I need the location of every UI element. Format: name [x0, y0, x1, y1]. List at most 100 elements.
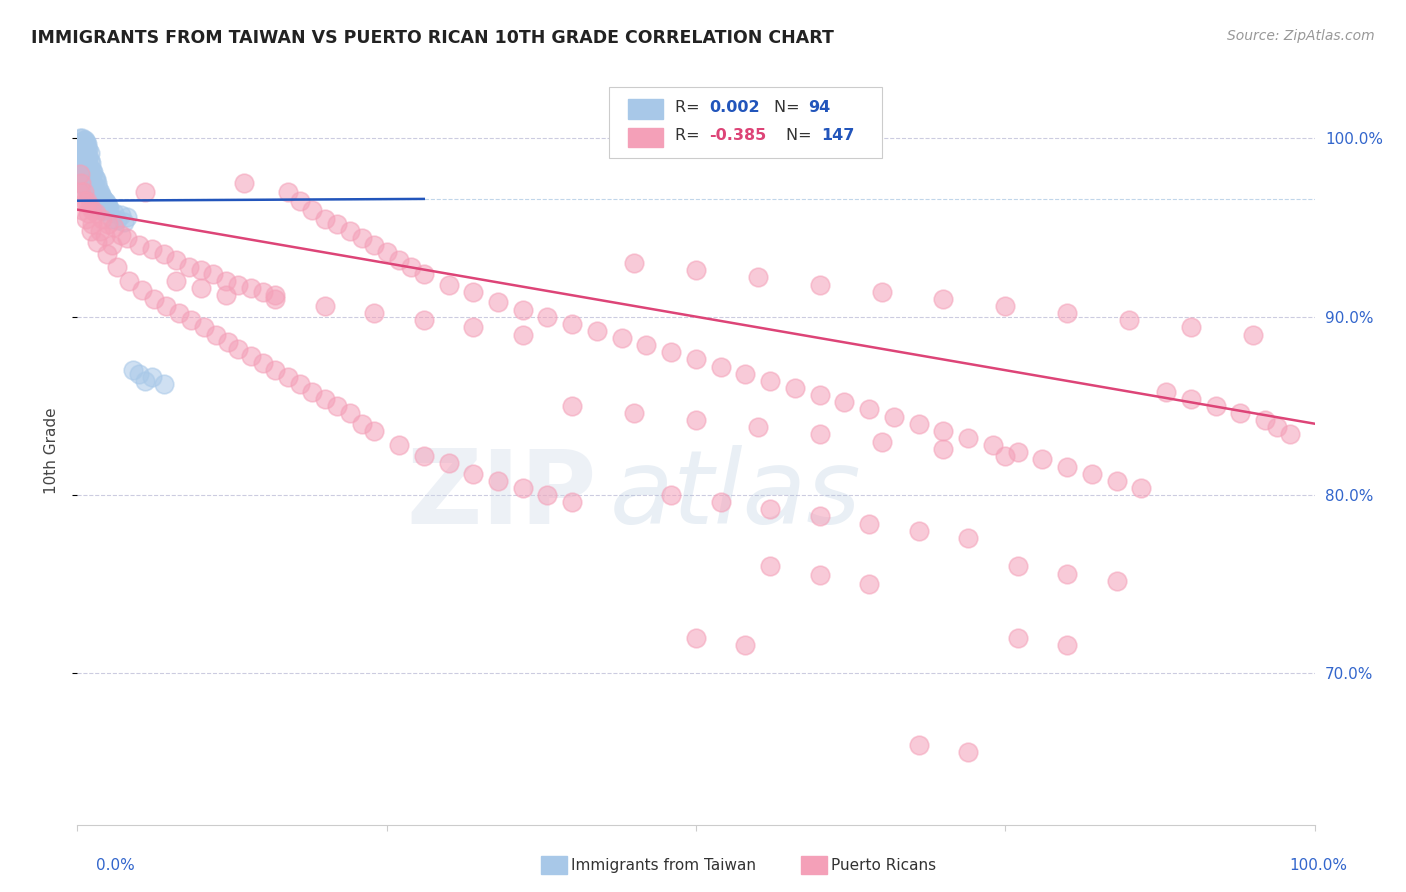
Point — [1056, 638, 1078, 652]
Point — [97, 217, 120, 231]
Point — [981, 438, 1004, 452]
Point — [75, 211, 97, 226]
Point — [70, 185, 93, 199]
Point — [82, 188, 104, 202]
Point — [202, 267, 225, 281]
Point — [375, 245, 398, 260]
Point — [463, 467, 485, 481]
Text: N=: N= — [786, 128, 817, 144]
Point — [72, 185, 94, 199]
Point — [76, 161, 98, 176]
Point — [122, 363, 145, 377]
Text: 0.002: 0.002 — [710, 100, 761, 115]
Point — [339, 406, 361, 420]
Point — [326, 217, 349, 231]
Point — [83, 170, 105, 185]
Point — [75, 135, 97, 149]
Text: -0.385: -0.385 — [710, 128, 766, 144]
Point — [82, 165, 104, 179]
Point — [907, 524, 929, 538]
Point — [165, 252, 187, 267]
Point — [79, 199, 101, 213]
Point — [75, 169, 97, 183]
Point — [512, 327, 534, 342]
Point — [75, 158, 97, 172]
Point — [561, 317, 583, 331]
Point — [141, 370, 163, 384]
Point — [76, 153, 98, 167]
Point — [73, 194, 96, 208]
Point — [561, 399, 583, 413]
Point — [80, 167, 103, 181]
Point — [734, 367, 756, 381]
Point — [83, 197, 105, 211]
Point — [90, 202, 112, 217]
Point — [463, 285, 485, 299]
Point — [215, 274, 238, 288]
Point — [76, 136, 98, 151]
Point — [72, 138, 94, 153]
Point — [128, 238, 150, 252]
Point — [72, 145, 94, 160]
Point — [87, 195, 110, 210]
Point — [1180, 320, 1202, 334]
Point — [96, 197, 118, 211]
Point — [907, 738, 929, 752]
Point — [759, 559, 782, 574]
Point — [131, 283, 153, 297]
Text: 94: 94 — [808, 100, 831, 115]
Point — [685, 631, 707, 645]
Point — [994, 299, 1017, 313]
Text: atlas: atlas — [609, 445, 860, 545]
Point — [623, 406, 645, 420]
Point — [86, 235, 108, 249]
Point — [350, 231, 373, 245]
Point — [93, 194, 115, 208]
Point — [363, 306, 385, 320]
Point — [858, 402, 880, 417]
Point — [72, 147, 94, 161]
Point — [437, 456, 460, 470]
Point — [70, 135, 93, 149]
Point — [72, 154, 94, 169]
Point — [205, 327, 228, 342]
Point — [957, 431, 980, 445]
Point — [1180, 392, 1202, 406]
Point — [115, 210, 138, 224]
Point — [314, 392, 336, 406]
Point — [70, 149, 93, 163]
Point — [288, 377, 311, 392]
Text: 0.0%: 0.0% — [96, 858, 135, 872]
Point — [870, 434, 893, 449]
Point — [69, 131, 91, 145]
Point — [91, 190, 114, 204]
Point — [77, 183, 100, 197]
Point — [277, 185, 299, 199]
Point — [141, 242, 163, 256]
Point — [264, 288, 287, 302]
Text: N=: N= — [773, 100, 804, 115]
Point — [710, 495, 733, 509]
Point — [659, 488, 682, 502]
Point — [264, 292, 287, 306]
Point — [110, 208, 132, 222]
Point — [412, 449, 434, 463]
Point — [1205, 399, 1227, 413]
Point — [1056, 306, 1078, 320]
Point — [1241, 327, 1264, 342]
Point — [412, 267, 434, 281]
Point — [710, 359, 733, 374]
Point — [72, 138, 94, 153]
Text: R=: R= — [675, 128, 704, 144]
Text: 100.0%: 100.0% — [1289, 858, 1347, 872]
Point — [808, 277, 831, 292]
Point — [1105, 474, 1128, 488]
Bar — [628, 99, 662, 119]
Point — [288, 194, 311, 208]
Point — [1154, 384, 1177, 399]
Point — [91, 192, 114, 206]
Point — [1081, 467, 1104, 481]
Point — [89, 185, 111, 199]
Point — [1105, 574, 1128, 588]
Point — [86, 190, 108, 204]
